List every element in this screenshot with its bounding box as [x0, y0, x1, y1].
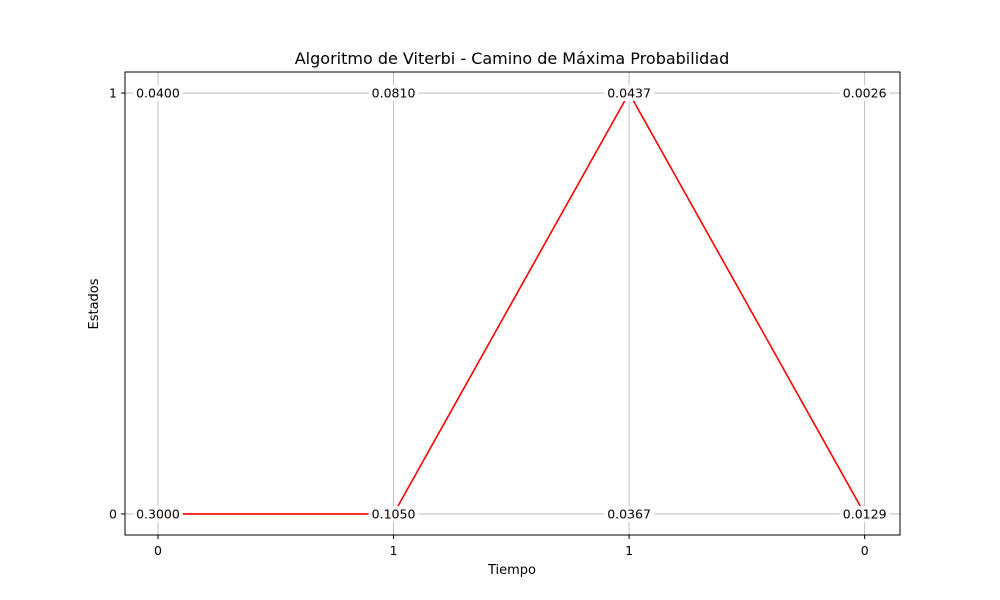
path-layer — [151, 87, 871, 520]
y-axis-label: Estados — [87, 278, 102, 329]
label-background — [132, 85, 183, 102]
data-label-text: 0.0026 — [843, 86, 887, 101]
cell-value-label: 0.0400 — [132, 85, 183, 102]
viterbi-path-line — [157, 91, 866, 515]
label-background — [839, 505, 890, 522]
data-label-text: 0.0129 — [843, 506, 887, 521]
cell-value-label: 0.0810 — [368, 85, 419, 102]
data-label-text: 0.0810 — [372, 86, 416, 101]
data-label-text: 0.3000 — [136, 506, 180, 521]
chart-title: Algoritmo de Viterbi - Camino de Máxima … — [295, 49, 730, 68]
x-tick-label: 1 — [390, 543, 398, 558]
data-label-text: 0.0400 — [136, 86, 180, 101]
label-background — [368, 85, 419, 102]
x-tick-label: 1 — [625, 543, 633, 558]
cell-value-label: 0.1050 — [368, 505, 419, 522]
data-label-text: 0.1050 — [372, 506, 416, 521]
grid-layer — [125, 72, 900, 535]
cell-value-label: 0.0026 — [839, 85, 890, 102]
x-tick-label: 0 — [861, 543, 869, 558]
data-label-text: 0.0367 — [607, 506, 651, 521]
cell-value-label: 0.0437 — [604, 85, 655, 102]
x-tick-label: 0 — [154, 543, 162, 558]
label-background — [132, 505, 183, 522]
tick-layer: 0 1 1 0 0 1 — [109, 86, 869, 558]
label-background — [839, 85, 890, 102]
y-tick-label: 0 — [109, 506, 117, 521]
label-background — [604, 505, 655, 522]
cell-value-label: 0.3000 — [132, 505, 183, 522]
cell-value-label: 0.0367 — [604, 505, 655, 522]
data-labels: 0.0400 0.0810 0.0437 0.0026 0.3000 0.1050 0.03… — [132, 85, 890, 522]
label-background — [604, 85, 655, 102]
plot-frame — [124, 71, 901, 536]
x-axis-label: Tiempo — [487, 563, 536, 578]
label-background — [368, 505, 419, 522]
y-tick-label: 1 — [109, 86, 117, 101]
cell-value-label: 0.0129 — [839, 505, 890, 522]
data-label-text: 0.0437 — [607, 86, 651, 101]
